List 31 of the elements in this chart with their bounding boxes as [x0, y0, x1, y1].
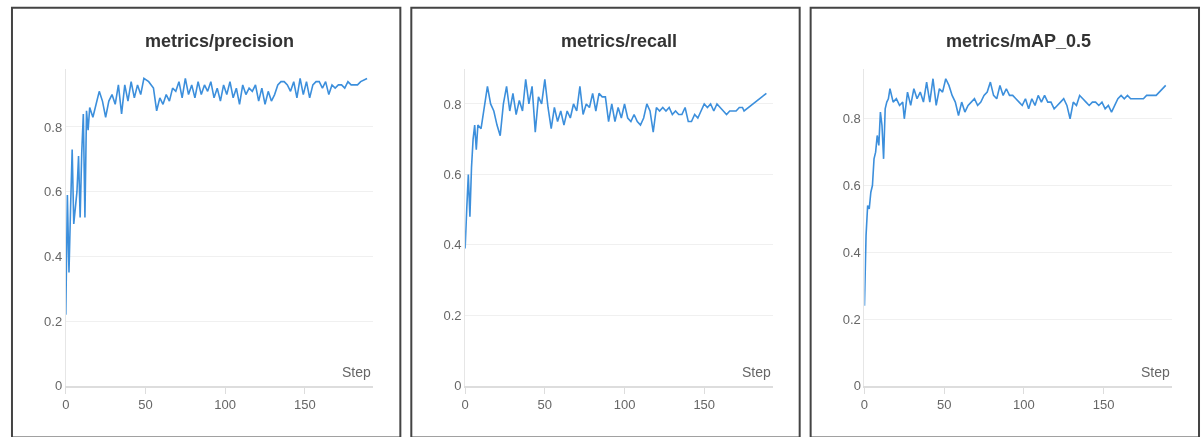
x-tick-label: 150 [1092, 397, 1115, 413]
x-tick-label: 150 [294, 397, 316, 413]
x-tick-label: 150 [693, 397, 716, 413]
x-tick-label: 50 [537, 397, 553, 413]
x-tick-label: 100 [214, 397, 237, 413]
x-axis-title: Step [742, 364, 772, 380]
y-tick-label: 0 [853, 378, 861, 394]
x-tick-label: 50 [936, 397, 952, 413]
x-axis-title: Step [342, 364, 372, 380]
y-tick-label: 0.2 [44, 313, 63, 329]
y-tick-label: 0.2 [443, 307, 462, 323]
y-tick-label: 0.8 [443, 96, 462, 112]
y-tick-label: 0.6 [842, 178, 861, 194]
y-tick-label: 0.4 [842, 244, 861, 260]
chart-title: metrics/precision [145, 31, 295, 51]
y-tick-label: 0.6 [443, 166, 462, 182]
x-tick-label: 50 [138, 397, 153, 413]
chart-title: metrics/recall [561, 31, 678, 51]
x-tick-label: 100 [1013, 397, 1035, 413]
y-tick-label: 0.8 [44, 119, 63, 135]
x-tick-label: 100 [613, 397, 636, 413]
y-tick-label: 0 [454, 378, 462, 394]
x-axis-title: Step [1141, 364, 1171, 380]
y-tick-label: 0.2 [842, 311, 861, 327]
y-tick-label: 0.8 [842, 111, 861, 127]
y-tick-label: 0 [54, 378, 63, 394]
chart-title: metrics/mAP_0.5 [946, 31, 1092, 51]
y-tick-label: 0.4 [44, 248, 63, 264]
y-tick-label: 0.4 [443, 237, 462, 253]
y-tick-label: 0.6 [44, 184, 63, 200]
line-series [65, 77, 368, 316]
